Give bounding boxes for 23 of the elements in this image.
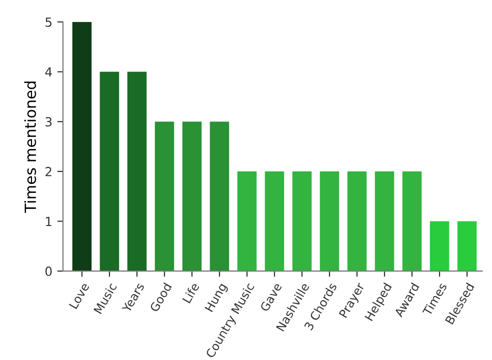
bar — [264, 171, 284, 272]
y-tick-label: 2 — [46, 166, 52, 176]
bar — [182, 122, 202, 272]
y-tick-label: 0 — [45, 266, 52, 276]
bar — [347, 171, 367, 272]
bar — [430, 221, 450, 272]
x-tick-label: Life — [182, 282, 200, 304]
y-tick-label: 1 — [46, 216, 52, 226]
bar — [72, 22, 92, 272]
bar — [127, 72, 147, 272]
y-tick-label: 5 — [46, 18, 52, 27]
bar — [100, 72, 120, 272]
bar — [237, 171, 257, 272]
bar — [154, 122, 174, 272]
bar — [210, 122, 230, 272]
y-tick-label: 3 — [46, 117, 52, 127]
y-tick-label: 4 — [45, 67, 52, 77]
bar — [457, 221, 477, 272]
bar — [402, 171, 422, 272]
bar — [320, 171, 340, 272]
bar — [374, 171, 394, 272]
bar — [292, 171, 312, 272]
y-axis-title: Times mentioned — [24, 82, 36, 213]
